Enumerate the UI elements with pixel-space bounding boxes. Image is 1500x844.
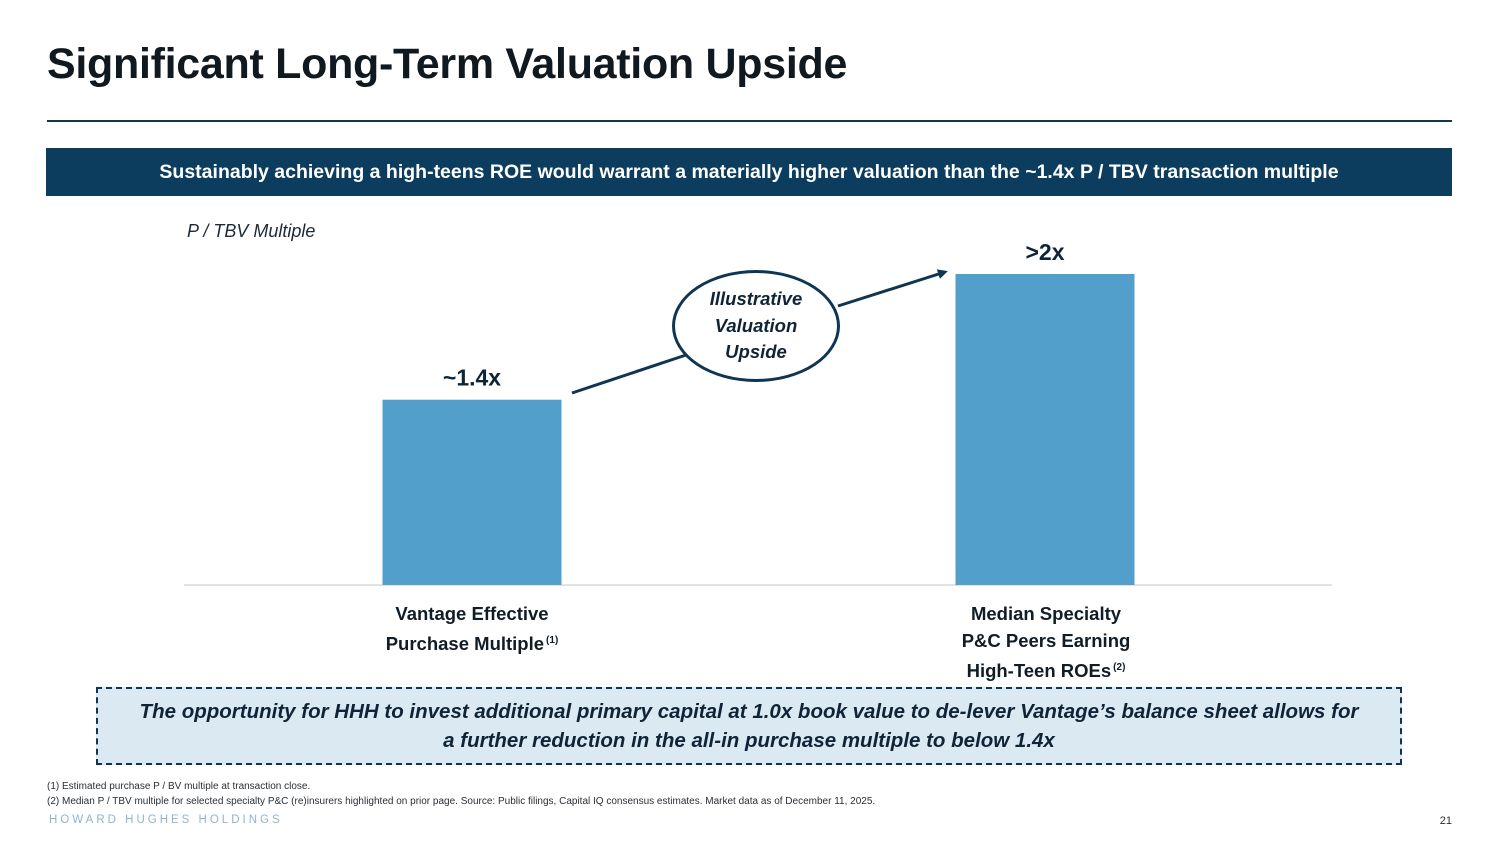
x-category-label-1: Vantage Effective Purchase Multiple (1)	[322, 600, 622, 657]
footnote-2: (2) Median P / TBV multiple for selected…	[47, 796, 876, 807]
callout-text: Illustrative Valuation Upside	[709, 288, 803, 363]
title-divider	[47, 120, 1452, 122]
y-axis-label: P / TBV Multiple	[187, 221, 316, 241]
category-line: Vantage Effective	[395, 603, 549, 624]
category-line: Median Specialty	[970, 603, 1122, 624]
capital-note-box: The opportunity for HHH to invest additi…	[96, 687, 1402, 765]
category-line: P&C Peers Earning	[961, 630, 1131, 651]
data-label-1: ~1.4x	[443, 365, 501, 391]
upside-arrow-tail	[571, 353, 687, 395]
bar-1	[382, 399, 562, 585]
category-line: High-Teen ROEs (2)	[966, 660, 1126, 682]
page-number: 21	[1439, 815, 1452, 827]
bar-2	[955, 274, 1135, 585]
headline-banner: Sustainably achieving a high-teens ROE w…	[46, 148, 1452, 196]
page-title: Significant Long-Term Valuation Upside	[47, 40, 848, 88]
category-line: Purchase Multiple (1)	[385, 633, 559, 655]
footnote-1: (1) Estimated purchase P / BV multiple a…	[47, 781, 311, 792]
footnote-ref: (1)	[546, 635, 559, 646]
illustrative-upside-callout: Illustrative Valuation Upside	[672, 270, 840, 382]
upside-arrow-head	[837, 269, 948, 308]
brand-wordmark: HOWARD HUGHES HOLDINGS	[49, 814, 283, 826]
footnote-ref: (2)	[1113, 662, 1126, 673]
data-label-2: >2x	[1025, 239, 1064, 265]
x-category-label-2: Median Specialty P&C Peers Earning High-…	[896, 600, 1196, 684]
